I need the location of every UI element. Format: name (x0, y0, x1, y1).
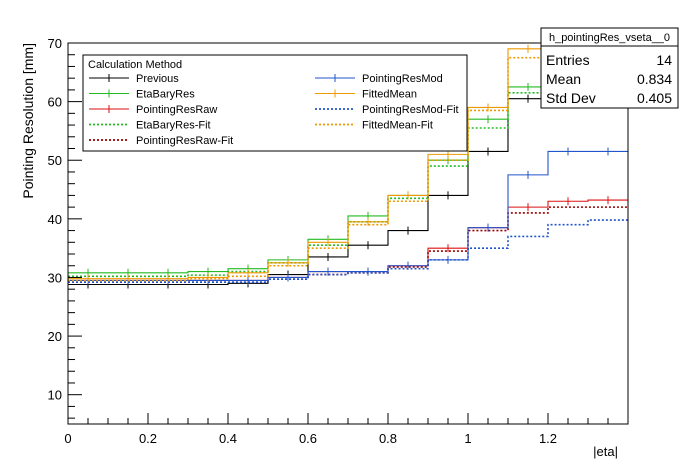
y-tick-label: 60 (48, 95, 62, 110)
y-axis-label: Pointing Resolution [mm] (20, 43, 36, 199)
y-tick-label: 50 (48, 153, 62, 168)
axes: 0 0.2 0.4 0.6 0.8 1 1.2 10 20 30 40 50 60 70 |eta| Poin… (20, 36, 629, 459)
y-tick-label: 30 (48, 270, 62, 285)
legend-label: Previous (136, 73, 179, 85)
series-fittedmean (68, 43, 628, 280)
legend-label: FittedMean (362, 89, 417, 101)
x-tick-label: 0 (64, 431, 71, 446)
x-axis-label: |eta| (593, 444, 618, 459)
series-previous (68, 98, 628, 286)
x-tick-label: 0.8 (379, 431, 397, 446)
stats-box: h_pointingRes_vseta__0 Entries 14 Mean 0.834… (540, 27, 679, 109)
x-tick-label: 1 (464, 431, 471, 446)
legend-label: PointingResRaw (136, 104, 217, 116)
legend-label: PointingResMod-Fit (362, 104, 459, 116)
stats-box-frame (540, 27, 679, 109)
x-tick-label: 0.4 (219, 431, 237, 446)
x-tick-label: 0.6 (299, 431, 317, 446)
legend-label: PointingResMod (362, 73, 443, 85)
legend-title: Calculation Method (88, 59, 182, 71)
legend-label: EtaBaryRes-Fit (136, 120, 211, 132)
stats-title: h_pointingRes_vseta__0 (549, 32, 670, 44)
y-tick-label: 70 (48, 36, 62, 51)
x-tick-label: 1.2 (539, 431, 557, 446)
series-pointingresmod-fit (68, 219, 628, 283)
stats-value: 0.405 (637, 90, 672, 106)
x-tick-label: 0.2 (139, 431, 157, 446)
legend-box (82, 54, 468, 152)
stats-value: 14 (656, 52, 672, 68)
legend: Calculation Method Previous EtaBaryRes Poin… (82, 54, 468, 152)
legend-label: EtaBaryRes (136, 89, 195, 101)
y-tick-label: 20 (48, 329, 62, 344)
stats-label: Mean (546, 71, 581, 87)
y-tick-label: 10 (48, 388, 62, 403)
legend-label: FittedMean-Fit (362, 120, 433, 132)
legend-label: PointingResRaw-Fit (136, 135, 233, 147)
series-fittedmean-fit (68, 43, 628, 282)
stats-value: 0.834 (637, 71, 672, 87)
stats-label: Std Dev (546, 90, 596, 106)
stats-label: Entries (546, 52, 590, 68)
y-tick-label: 40 (48, 212, 62, 227)
